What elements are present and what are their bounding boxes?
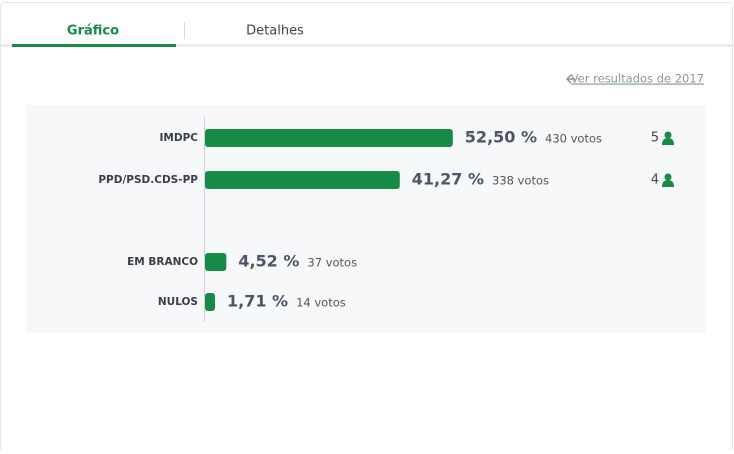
category-label: EM BRANCO [127, 256, 198, 268]
category-label: IMDPC [160, 132, 199, 144]
votes-label: 37 votos [307, 256, 357, 270]
bar [205, 171, 400, 189]
seat-icon [664, 131, 672, 139]
votes-label: 430 votos [545, 132, 602, 146]
value-label: 1,71 % [227, 292, 288, 311]
arrow-icon [565, 74, 575, 84]
link-text[interactable]: Ver resultados de 2017 [571, 72, 704, 86]
category-label: PPD/PSD.CDS-PP [98, 174, 198, 186]
bar [205, 253, 227, 271]
tab[interactable]: Detalhes [246, 24, 304, 39]
value-label: 52,50 % [465, 128, 537, 147]
category-label: NULOS [158, 296, 198, 308]
votes-label: 338 votos [492, 174, 549, 188]
seat-icon [662, 138, 674, 145]
seat-icon [662, 180, 674, 187]
votes-label: 14 votos [296, 296, 346, 310]
bar [205, 293, 215, 311]
seat-icon [664, 173, 672, 181]
results-link[interactable]: Ver resultados de 2017 [565, 72, 704, 86]
value-label: 4,52 % [238, 252, 299, 271]
tab[interactable]: Gráfico [67, 24, 119, 39]
bar [205, 129, 453, 147]
value-label: 41,27 % [412, 170, 484, 189]
seats-count: 5 [651, 131, 659, 146]
active-tab-underline [12, 44, 176, 47]
seats-count: 4 [651, 173, 659, 188]
